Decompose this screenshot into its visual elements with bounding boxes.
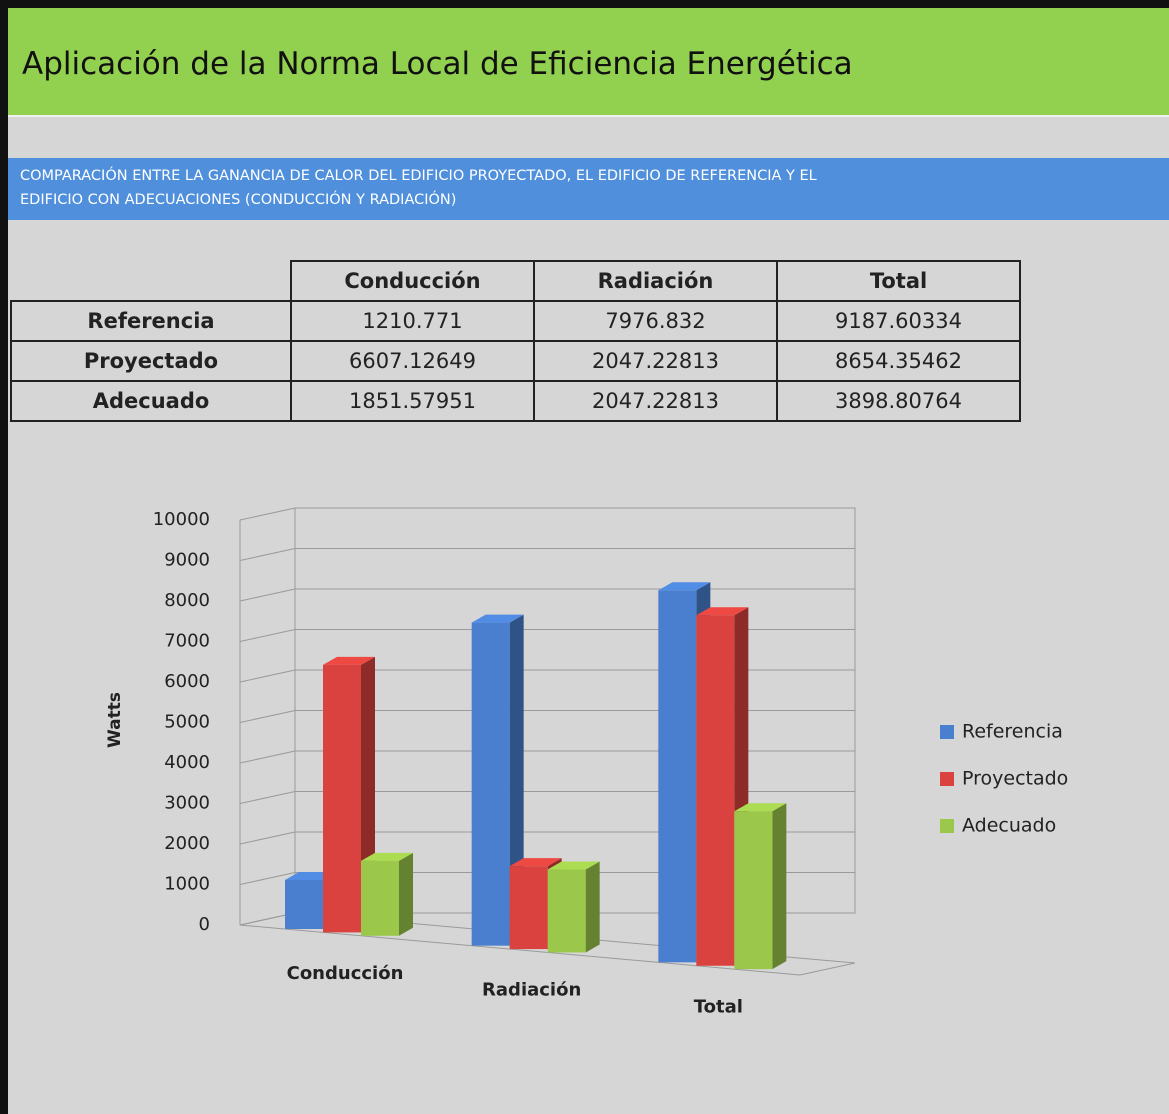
grid-line — [239, 750, 296, 764]
bar-top — [471, 614, 524, 623]
column-header: Radiación — [533, 260, 778, 302]
y-axis-label: Watts — [105, 692, 125, 748]
y-tick-label: 10000 — [153, 509, 210, 530]
banner: COMPARACIÓN ENTRE LA GANANCIA DE CALOR D… — [8, 158, 1169, 220]
bar-top — [658, 582, 711, 591]
y-tick-label: 5000 — [164, 712, 210, 733]
table-cell: 2047.22813 — [533, 340, 778, 382]
legend-label: Proyectado — [962, 768, 1068, 790]
banner-line: EDIFICIO CON ADECUACIONES (CONDUCCIÓN Y … — [20, 192, 457, 208]
y-tick-label: 9000 — [164, 550, 210, 571]
table-row: Adecuado 1851.57951 2047.22813 3898.80764 — [10, 380, 1021, 422]
grid-line — [239, 548, 296, 561]
bar — [361, 860, 399, 936]
bar — [471, 622, 510, 946]
table-cell: 1210.771 — [290, 300, 535, 342]
y-tick-label: 0 — [199, 914, 210, 935]
grid-line — [239, 588, 296, 602]
y-tick-label: 7000 — [164, 631, 210, 652]
bar — [696, 615, 735, 966]
banner-line: COMPARACIÓN ENTRE LA GANANCIA DE CALOR D… — [20, 168, 817, 184]
x-tick-label: Total — [694, 996, 743, 1017]
bar-top — [696, 607, 749, 616]
grid-line — [239, 507, 296, 521]
corner-cell — [11, 261, 292, 302]
grid-line — [239, 669, 296, 683]
table-cell: 7976.832 — [533, 300, 778, 342]
bar — [658, 590, 697, 963]
bar — [734, 811, 773, 970]
title: Aplicación de la Norma Local de Eficienc… — [22, 46, 853, 82]
column-header: Total — [776, 260, 1021, 302]
column-header: Conducción — [290, 260, 535, 302]
data-table: Conducción Radiación Total Referencia 1210.7… — [10, 260, 1021, 422]
bar-top — [547, 861, 600, 870]
y-tick-label: 6000 — [164, 671, 210, 692]
y-tick-label: 8000 — [164, 590, 210, 611]
grid-line — [239, 791, 296, 804]
y-tick-label: 4000 — [164, 752, 210, 773]
bar-top — [734, 803, 787, 812]
table-cell: 6607.12649 — [290, 340, 535, 382]
bar — [509, 866, 548, 950]
bar — [285, 879, 323, 930]
y-tick-label: 3000 — [164, 793, 210, 814]
table-row: Conducción Radiación Total — [11, 260, 1021, 302]
row-header: Adecuado — [10, 380, 292, 422]
row-header: Referencia — [10, 300, 292, 342]
table-row: Proyectado 6607.12649 2047.22813 8654.35462 — [10, 340, 1021, 382]
bar-side — [399, 852, 413, 936]
bar-top — [361, 852, 413, 861]
bar-side — [585, 861, 600, 953]
grid-line — [239, 872, 296, 885]
table-cell: 1851.57951 — [290, 380, 535, 422]
bar-top — [509, 858, 562, 867]
x-tick-label: Radiación — [482, 980, 581, 1001]
table-cell: 8654.35462 — [776, 340, 1021, 382]
x-tick-label: Conducción — [287, 963, 404, 984]
table-cell: 9187.60334 — [776, 300, 1021, 342]
header: Aplicación de la Norma Local de Eficienc… — [8, 8, 1169, 117]
legend-swatch — [940, 819, 954, 833]
bar — [547, 869, 586, 953]
bar — [323, 664, 361, 933]
grid-line — [239, 710, 296, 723]
bar-top — [323, 656, 375, 665]
legend-label: Referencia — [962, 721, 1063, 743]
table-cell: 3898.80764 — [776, 380, 1021, 422]
y-tick-label: 2000 — [164, 833, 210, 854]
table-row: Referencia 1210.771 7976.832 9187.60334 — [10, 300, 1021, 342]
y-tick-label: 1000 — [164, 874, 210, 895]
grid-line — [239, 831, 296, 845]
legend-label: Adecuado — [962, 815, 1056, 837]
grid-line — [239, 629, 296, 642]
legend-swatch — [940, 725, 954, 739]
row-header: Proyectado — [10, 340, 292, 382]
legend-swatch — [940, 772, 954, 786]
table-cell: 2047.22813 — [533, 380, 778, 422]
bar-side — [772, 803, 787, 970]
